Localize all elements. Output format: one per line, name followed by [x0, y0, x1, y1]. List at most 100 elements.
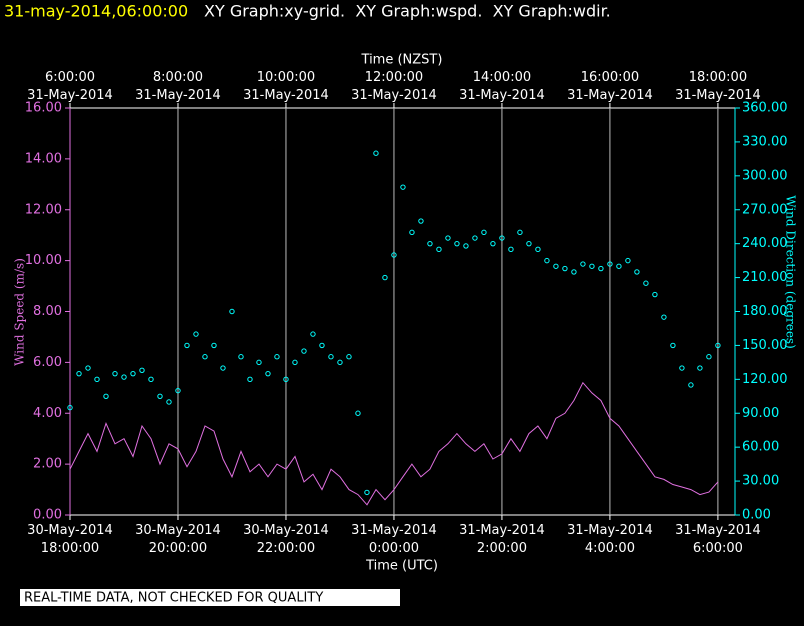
- wind-direction-point: [670, 342, 676, 349]
- y2-tick-label: 120.00: [742, 372, 788, 387]
- y2-tick-label: 210.00: [742, 270, 788, 285]
- wind-direction-point: [607, 261, 613, 267]
- wind-direction-point: [256, 359, 262, 366]
- y2-tick-label: 60.00: [742, 440, 779, 455]
- wind-direction-point: [319, 342, 325, 349]
- y2-tick-label: 330.00: [742, 134, 788, 149]
- wind-direction-point: [211, 342, 217, 349]
- wind-direction-point: [661, 314, 667, 320]
- x-tick-label: 30-May-2014 20:00:00: [135, 523, 221, 556]
- x2-tick-label: 10:00:00 31-May-2014: [243, 70, 329, 103]
- wind-direction-point: [193, 331, 199, 337]
- x-tick-label: 31-May-2014 6:00:00: [675, 523, 761, 556]
- y2-tick-label: 300.00: [742, 168, 788, 183]
- wind-direction-point: [436, 246, 442, 253]
- wind-direction-point: [544, 257, 550, 264]
- wind-direction-point: [130, 370, 136, 377]
- wind-direction-point: [337, 359, 343, 366]
- x-tick-label: 30-May-2014 22:00:00: [243, 523, 329, 556]
- wind-direction-point: [598, 265, 604, 272]
- wind-direction-point: [445, 235, 451, 241]
- wind-direction-point: [103, 393, 109, 399]
- y2-tick-label: 30.00: [742, 474, 779, 489]
- wind-direction-point: [463, 243, 469, 249]
- x2-tick-label: 8:00:00 31-May-2014: [135, 70, 221, 103]
- wind-direction-point: [364, 489, 370, 496]
- wind-direction-point: [517, 229, 523, 236]
- y-tick-label: 6.00: [33, 355, 62, 370]
- x2-tick-label: 12:00:00 31-May-2014: [351, 70, 437, 103]
- wind-direction-point: [625, 257, 631, 264]
- wind-direction-point: [76, 370, 82, 377]
- wind-direction-point: [715, 342, 721, 349]
- y-tick-label: 10.00: [25, 253, 62, 268]
- wind-direction-point: [652, 291, 658, 298]
- wind-direction-point: [562, 265, 568, 272]
- wind-direction-point: [535, 246, 541, 253]
- wind-direction-point: [157, 393, 163, 399]
- wind-direction-point: [283, 376, 289, 383]
- y2-tick-label: 90.00: [742, 406, 779, 421]
- wind-direction-point: [292, 359, 298, 366]
- header-graphs: XY Graph:xy-grid. XY Graph:wspd. XY Grap…: [204, 2, 611, 21]
- y2-tick-label: 150.00: [742, 338, 788, 353]
- y-tick-label: 12.00: [25, 202, 62, 217]
- wind-direction-point: [310, 331, 316, 337]
- x-tick-label: 30-May-2014 18:00:00: [27, 523, 113, 556]
- wind-direction-point: [301, 348, 307, 354]
- footer-note: REAL-TIME DATA, NOT CHECKED FOR QUALITY: [24, 591, 323, 606]
- wind-direction-point: [481, 229, 487, 236]
- wind-direction-point: [409, 229, 415, 236]
- wind-direction-point: [121, 374, 127, 380]
- wind-direction-point: [355, 410, 361, 416]
- wind-direction-point: [85, 365, 91, 371]
- wind-direction-point: [706, 354, 712, 360]
- wind-direction-point: [571, 269, 577, 275]
- wind-direction-point: [697, 365, 703, 371]
- x-tick-label: 31-May-2014 0:00:00: [351, 523, 437, 556]
- y-tick-label: 8.00: [33, 304, 62, 319]
- y2-tick-label: 180.00: [742, 304, 788, 319]
- x2-tick-label: 6:00:00 31-May-2014: [27, 70, 113, 103]
- x2-tick-label: 18:00:00 31-May-2014: [675, 70, 761, 103]
- wind-direction-point: [508, 246, 514, 253]
- wind-direction-point: [67, 404, 73, 411]
- wind-direction-point: [175, 387, 181, 394]
- y2-axis-title: Wind Direction (degrees): [784, 195, 798, 349]
- y-tick-label: 0.00: [33, 508, 62, 523]
- y-tick-label: 14.00: [25, 151, 62, 166]
- wind-direction-point: [382, 274, 388, 281]
- y2-tick-label: 360.00: [742, 101, 788, 116]
- wind-direction-point: [580, 261, 586, 267]
- wind-direction-point: [688, 382, 694, 388]
- footer-box: [20, 589, 400, 606]
- wind-direction-point: [499, 235, 505, 241]
- wind-direction-point: [247, 376, 253, 383]
- header-timestamp: 31-may-2014,06:00:00: [4, 2, 188, 21]
- wind-direction-point: [229, 308, 235, 315]
- wind-direction-point: [148, 376, 154, 383]
- wind-direction-point: [616, 263, 622, 269]
- wind-speed-line: [69, 381, 719, 506]
- y2-tick-label: 240.00: [742, 236, 788, 251]
- wind-direction-point: [526, 240, 532, 247]
- wind-direction-point: [139, 367, 145, 373]
- wind-direction-point: [328, 354, 334, 360]
- wind-direction-point: [220, 365, 226, 371]
- wind-direction-point: [679, 365, 685, 371]
- y2-tick-label: 270.00: [742, 202, 788, 217]
- x-axis-title: Time (UTC): [365, 559, 438, 574]
- x2-axis-title: Time (NZST): [361, 53, 443, 68]
- wind-direction-point: [418, 218, 424, 224]
- wind-direction-point: [427, 240, 433, 247]
- y-axis-title: Wind Speed (m/s): [13, 258, 27, 366]
- y-tick-label: 16.00: [25, 101, 62, 116]
- x2-tick-label: 16:00:00 31-May-2014: [567, 70, 653, 103]
- wind-direction-point: [454, 240, 460, 247]
- wind-direction-point: [472, 235, 478, 241]
- wind-direction-point: [265, 370, 271, 377]
- wind-direction-point: [490, 240, 496, 247]
